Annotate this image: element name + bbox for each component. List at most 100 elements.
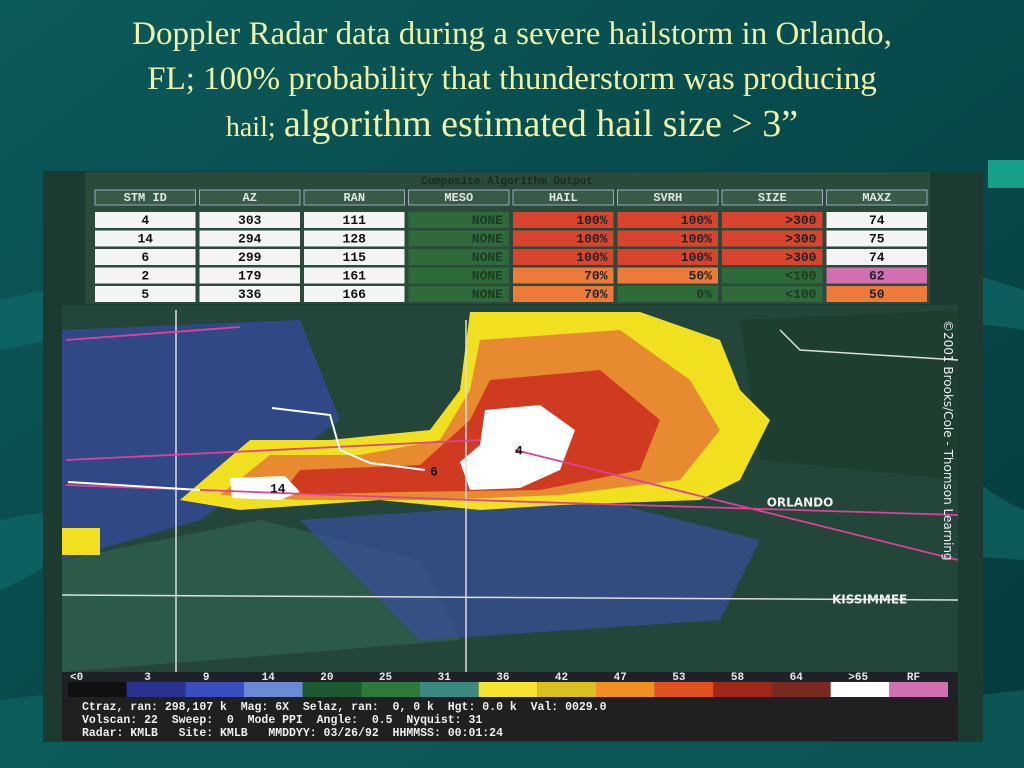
cell-text: 70% [584, 287, 608, 302]
table-cell [722, 249, 823, 265]
header-text: MESO [444, 191, 473, 205]
county-line [61, 310, 959, 672]
color-scale: <0 3 9 14 20 25 31 36 42 47 53 58 64 >65 RF [62, 672, 958, 699]
table-cell [408, 286, 509, 302]
storm-label: 14 [270, 481, 286, 496]
cell-text: >300 [785, 231, 816, 246]
storm-label: 6 [430, 464, 438, 479]
radar-map [61, 305, 959, 672]
cell-text: 50% [689, 268, 713, 283]
cell-text: 62 [869, 268, 885, 283]
cell-text: 70% [584, 268, 608, 283]
table-cell [408, 212, 509, 228]
table-cell [513, 286, 614, 302]
table-cell [617, 230, 718, 247]
header-text: MAXZ [862, 191, 891, 205]
table-cell [513, 249, 614, 265]
cell-text: 100% [681, 231, 712, 246]
cell-text: 161 [343, 268, 367, 283]
echo [62, 320, 340, 560]
scale-swatch [244, 682, 303, 697]
info-text: Ctraz, ran: 298,107 k Mag: 6X Selaz, ran… [82, 701, 607, 714]
header-cell [94, 189, 196, 206]
cell-text: 100% [576, 250, 607, 265]
scale-swatch [361, 682, 420, 697]
cell-text: 128 [343, 231, 367, 246]
cell-text: 74 [869, 250, 885, 265]
table-cell [199, 267, 300, 284]
cell-text: 75 [869, 231, 885, 246]
cell-text: >300 [785, 213, 816, 228]
cell-text: 14 [137, 231, 153, 246]
cell-text: <100 [785, 287, 816, 302]
table-caption: Composite Algorithm Output [421, 176, 593, 188]
table-cell [617, 212, 718, 228]
road [65, 326, 959, 561]
echo-core [230, 476, 300, 500]
table-cell [408, 249, 509, 265]
scale-label: >65 [848, 672, 868, 684]
cell-text: 336 [238, 287, 262, 302]
cell-text: 100% [681, 250, 712, 265]
scale-swatch [420, 682, 479, 697]
table-cell [826, 286, 927, 302]
table-cell [95, 230, 196, 247]
scale-label: 20 [320, 672, 333, 684]
header-text: SIZE [758, 191, 787, 205]
scale-label: 25 [379, 672, 393, 684]
table-cell [304, 212, 405, 228]
cell-text: 0% [696, 287, 712, 302]
table-cell [304, 286, 405, 302]
table-cell [722, 230, 823, 247]
header-text: RAN [343, 191, 365, 205]
storm-label: 4 [515, 443, 523, 458]
cell-text: 4 [141, 213, 149, 228]
cell-text: 74 [869, 213, 885, 228]
title-line: Doppler Radar data during a severe hails… [132, 16, 892, 52]
table-cell [199, 249, 300, 265]
table-cell [617, 249, 718, 265]
cell-text: 50 [869, 287, 885, 302]
cell-text: NONE [472, 287, 503, 302]
header-cell [617, 189, 719, 206]
table-cell [304, 249, 405, 265]
table-cell [95, 267, 196, 284]
table-cell [199, 230, 300, 247]
header-cell [199, 189, 301, 206]
cell-text: NONE [472, 250, 503, 265]
cell-text: 100% [576, 213, 607, 228]
city-label: KISSIMMEE [832, 593, 907, 607]
scale-label: 42 [555, 672, 568, 684]
cell-text: 303 [238, 213, 262, 228]
scale-swatch [889, 682, 948, 697]
scale-swatch [302, 682, 362, 697]
table-cell [408, 230, 509, 247]
scale-label: 36 [496, 672, 509, 684]
header-cell [408, 189, 510, 206]
scale-label: 3 [144, 672, 151, 684]
table-cell [95, 212, 196, 228]
scale-swatch [596, 682, 655, 697]
cell-text: 166 [343, 287, 367, 302]
cell-text: 179 [238, 268, 262, 283]
title-line: hail; algorithm estimated hail size > 3” [0, 102, 1024, 150]
cell-text: >300 [785, 250, 816, 265]
info-text: Volscan: 22 Sweep: 0 Mode PPI Angle: 0.5… [82, 714, 482, 727]
table-cell [722, 212, 823, 228]
scale-swatch [537, 682, 596, 697]
title-text: algorithm estimated hail size > 3” [283, 103, 799, 145]
scale-label: 9 [203, 672, 210, 684]
cell-text: 115 [343, 250, 367, 265]
scale-swatch [713, 682, 772, 697]
table-cell [722, 267, 823, 284]
scale-label: 31 [438, 672, 452, 684]
table-cell [304, 230, 405, 247]
header-text: SVRH [653, 191, 682, 205]
table-cell [617, 267, 718, 284]
scale-swatch [68, 682, 127, 697]
cell-text: 2 [141, 268, 149, 283]
table-cell [408, 267, 509, 284]
title-line: FL; 100% probability that thunderstorm w… [147, 61, 877, 97]
